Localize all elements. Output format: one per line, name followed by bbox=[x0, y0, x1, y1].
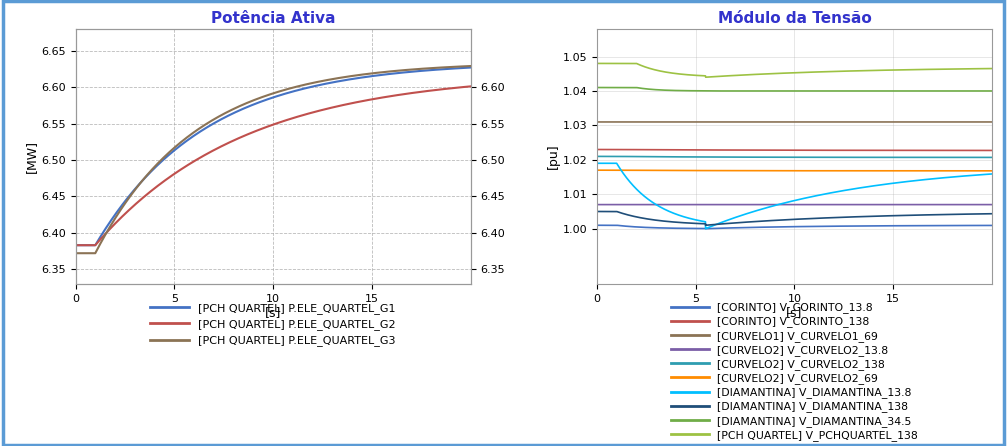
Legend: [CORINTO] V_CORINTO_13.8, [CORINTO] V_CORINTO_138, [CURVELO1] V_CURVELO1_69, [CU: [CORINTO] V_CORINTO_13.8, [CORINTO] V_CO… bbox=[668, 299, 921, 444]
Title: Potência Ativa: Potência Ativa bbox=[210, 12, 335, 26]
Title: Módulo da Tensão: Módulo da Tensão bbox=[718, 12, 871, 26]
X-axis label: [s]: [s] bbox=[265, 306, 281, 319]
X-axis label: [s]: [s] bbox=[786, 306, 803, 319]
Y-axis label: [pu]: [pu] bbox=[547, 144, 560, 169]
Legend: [PCH QUARTEL] P.ELE_QUARTEL_G1, [PCH QUARTEL] P.ELE_QUARTEL_G2, [PCH QUARTEL] P.: [PCH QUARTEL] P.ELE_QUARTEL_G1, [PCH QUA… bbox=[147, 299, 399, 350]
Y-axis label: [MW]: [MW] bbox=[25, 140, 38, 173]
